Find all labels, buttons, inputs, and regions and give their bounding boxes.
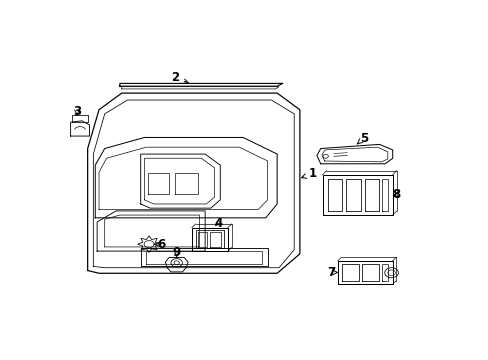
Text: 2: 2 bbox=[170, 71, 188, 84]
Text: 3: 3 bbox=[73, 105, 81, 118]
Text: 4: 4 bbox=[214, 217, 222, 230]
Text: 8: 8 bbox=[391, 188, 400, 201]
Text: 1: 1 bbox=[301, 167, 317, 180]
Text: 5: 5 bbox=[357, 131, 367, 144]
Text: 6: 6 bbox=[154, 238, 165, 251]
Text: 9: 9 bbox=[172, 246, 181, 259]
Text: 7: 7 bbox=[326, 266, 337, 279]
